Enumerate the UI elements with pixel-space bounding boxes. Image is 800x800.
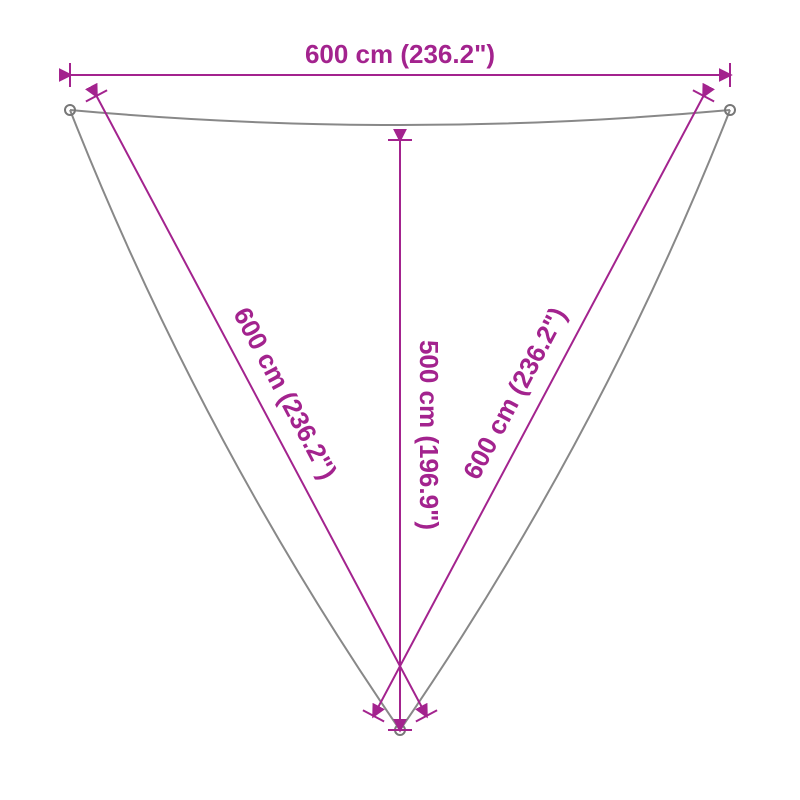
dimension-label-top: 600 cm (236.2") (305, 39, 495, 69)
tick (693, 90, 714, 101)
dimension-line-left (96, 96, 426, 716)
tick (86, 90, 107, 101)
dimension-lines (70, 63, 730, 730)
tick (416, 710, 437, 721)
dimension-label-right: 600 cm (236.2") (457, 302, 573, 484)
tick (363, 710, 384, 721)
dimension-label-left: 600 cm (236.2") (227, 302, 343, 484)
dimension-label-center: 500 cm (196.9") (414, 340, 444, 530)
